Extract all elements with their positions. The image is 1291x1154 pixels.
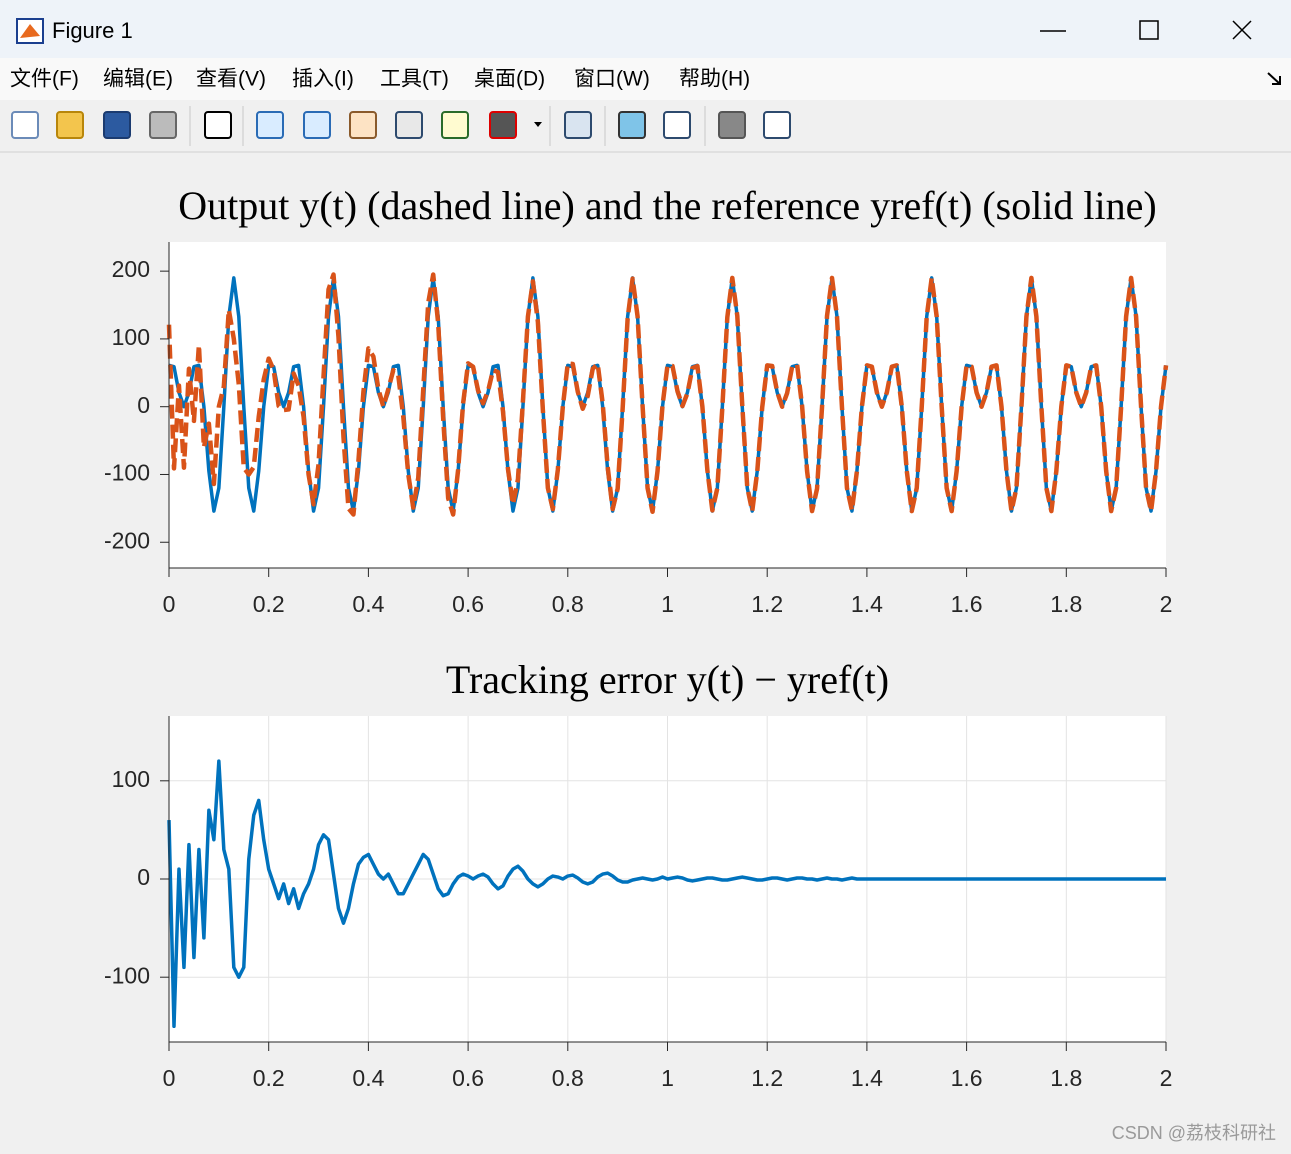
menu-item[interactable]: 文件(F) bbox=[10, 68, 79, 91]
toolbar-button[interactable] bbox=[204, 111, 232, 139]
x-tick-label: 0.8 bbox=[552, 1065, 584, 1091]
x-tick-label: 2 bbox=[1160, 1065, 1173, 1091]
menu-item[interactable]: 查看(V) bbox=[196, 68, 266, 91]
x-tick-label: 0.6 bbox=[452, 591, 484, 617]
window-title: Figure 1 bbox=[52, 18, 133, 43]
maximize-button[interactable] bbox=[1139, 20, 1159, 40]
close-button[interactable] bbox=[1232, 20, 1252, 40]
toolbar-button[interactable] bbox=[149, 111, 177, 139]
y-tick-label: 100 bbox=[112, 766, 150, 792]
y-tick-label: 0 bbox=[137, 392, 150, 418]
x-tick-label: 2 bbox=[1160, 591, 1173, 617]
x-tick-label: 0.6 bbox=[452, 1065, 484, 1091]
x-tick-label: 0 bbox=[163, 1065, 176, 1091]
menu-item[interactable]: 窗口(W) bbox=[574, 68, 650, 91]
toolbar-button[interactable] bbox=[103, 111, 131, 139]
y-tick-label: 200 bbox=[112, 256, 150, 282]
data-line bbox=[167, 759, 1166, 1029]
toolbar-button[interactable] bbox=[303, 111, 331, 139]
data-line bbox=[166, 272, 1169, 517]
toolbar-button[interactable] bbox=[256, 111, 284, 139]
toolbar-buttons bbox=[11, 106, 791, 146]
x-tick-label: 1.8 bbox=[1050, 1065, 1082, 1091]
toolbar-button[interactable] bbox=[718, 111, 746, 139]
y-tick-label: 100 bbox=[112, 324, 150, 350]
chart-title: Output y(t) (dashed line) and the refere… bbox=[178, 183, 1156, 228]
x-tick-label: 0.2 bbox=[253, 1065, 285, 1091]
y-tick-label: -200 bbox=[104, 527, 150, 553]
x-tick-label: 1.4 bbox=[851, 1065, 883, 1091]
toolbar-button[interactable] bbox=[618, 111, 646, 139]
menu-item[interactable]: 工具(T) bbox=[380, 68, 449, 91]
x-tick-label: 1.8 bbox=[1050, 591, 1082, 617]
x-tick-label: 1.4 bbox=[851, 591, 883, 617]
toolbar-button[interactable] bbox=[395, 111, 423, 139]
x-tick-label: 0.2 bbox=[253, 591, 285, 617]
x-tick-label: 0.4 bbox=[352, 1065, 384, 1091]
toolbar-button[interactable] bbox=[663, 111, 691, 139]
x-tick-label: 0.8 bbox=[552, 591, 584, 617]
y-tick-label: -100 bbox=[104, 460, 150, 486]
x-tick-label: 0 bbox=[163, 591, 176, 617]
x-tick-label: 1 bbox=[661, 591, 674, 617]
menu-item[interactable]: 桌面(D) bbox=[474, 68, 545, 91]
x-tick-label: 1.6 bbox=[951, 1065, 983, 1091]
toolbar-button[interactable] bbox=[489, 111, 517, 139]
menu-bar bbox=[0, 58, 1291, 100]
plot-area bbox=[169, 242, 1166, 568]
toolbar-button[interactable] bbox=[763, 111, 791, 139]
toolbar-button[interactable] bbox=[441, 111, 469, 139]
toolbar-button[interactable] bbox=[349, 111, 377, 139]
x-tick-label: 1.6 bbox=[951, 591, 983, 617]
chart-title: Tracking error y(t) − yref(t) bbox=[446, 657, 889, 702]
toolbar-button[interactable] bbox=[56, 111, 84, 139]
axes: Output y(t) (dashed line) and the refere… bbox=[104, 183, 1172, 617]
menu-item[interactable]: 插入(I) bbox=[292, 68, 354, 91]
y-tick-label: 0 bbox=[137, 864, 150, 890]
title-bar bbox=[0, 0, 1291, 58]
menu-item[interactable]: 编辑(E) bbox=[103, 68, 173, 91]
dock-arrow[interactable] bbox=[1267, 72, 1281, 85]
watermark: CSDN @荔枝科研社 bbox=[1112, 1123, 1276, 1143]
x-tick-label: 0.4 bbox=[352, 591, 384, 617]
toolbar-button[interactable] bbox=[11, 111, 39, 139]
toolbar-dropdown[interactable] bbox=[534, 122, 542, 127]
app-icon bbox=[16, 18, 44, 44]
axes: Tracking error y(t) − yref(t) 0 0.2 0.4 0.6 0… bbox=[104, 657, 1172, 1091]
toolbar-button[interactable] bbox=[564, 111, 592, 139]
y-tick-label: -100 bbox=[104, 962, 150, 988]
menu-item[interactable]: 帮助(H) bbox=[679, 68, 750, 91]
x-tick-label: 1.2 bbox=[751, 1065, 783, 1091]
x-tick-label: 1.2 bbox=[751, 591, 783, 617]
x-tick-label: 1 bbox=[661, 1065, 674, 1091]
